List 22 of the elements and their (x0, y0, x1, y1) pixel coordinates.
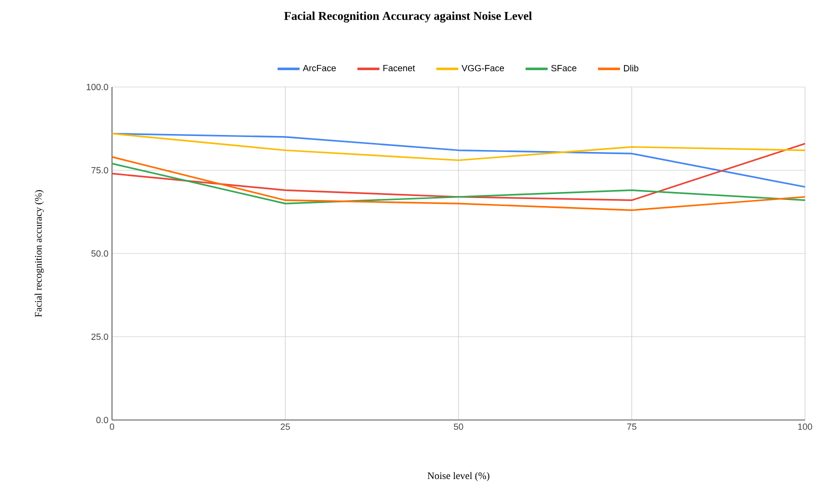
y-tick-label: 25.0 (91, 334, 108, 340)
line-series (111, 162, 806, 204)
x-tick-label: 50 (454, 424, 464, 430)
line-series (111, 142, 806, 202)
x-tick-label: 0 (110, 424, 114, 430)
y-tick-label: 50.0 (91, 250, 108, 257)
y-tick-label: 75.0 (91, 167, 108, 174)
chart-title: Facial Recognition Accuracy against Noise Level (284, 12, 532, 22)
y-tick-label: 0.0 (96, 416, 108, 424)
line-series (111, 156, 806, 212)
x-tick-label: 100 (798, 424, 812, 430)
legend-label: Facenet (383, 64, 415, 72)
y-axis-title: Facial recognition accuracy (%) (34, 190, 44, 317)
x-tick-label: 25 (280, 424, 290, 430)
legend-label: ArcFace (302, 64, 336, 72)
legend-label: Dlib (624, 64, 638, 72)
x-tick-label: 75 (627, 424, 636, 430)
y-tick-label: 100.0 (86, 84, 108, 90)
legend-label: VGG-Face (462, 64, 504, 72)
legend-label: SFace (551, 64, 576, 72)
line-series (111, 132, 806, 162)
x-axis-title: Noise level (%) (428, 472, 490, 482)
